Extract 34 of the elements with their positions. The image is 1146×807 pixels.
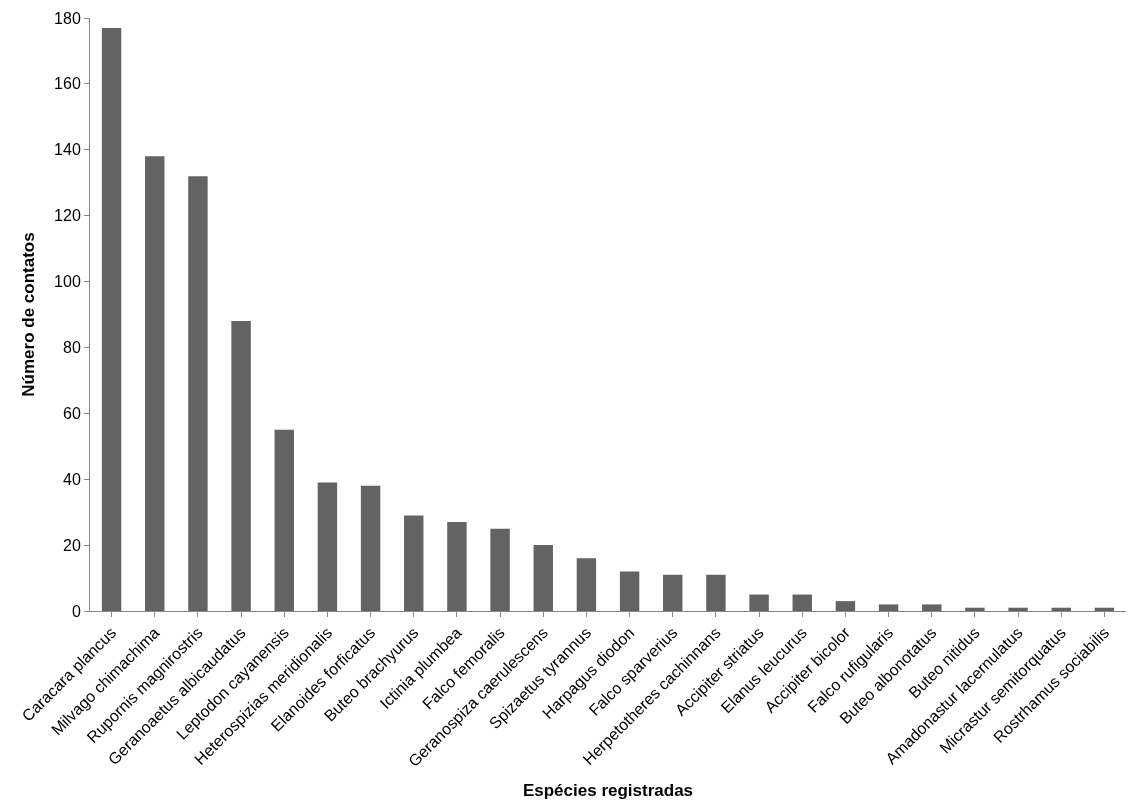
bar [576, 558, 597, 611]
bar [619, 571, 640, 611]
bar [317, 482, 338, 611]
y-tick-label: 80 [63, 339, 81, 357]
bar [749, 594, 769, 611]
bar [878, 604, 899, 611]
bar [922, 604, 942, 611]
y-tick-label: 40 [63, 470, 81, 488]
y-axis-title: Número de contatos [18, 232, 38, 397]
y-tick-label: 0 [71, 602, 81, 620]
y-tick-label: 160 [54, 75, 81, 93]
bar [1008, 607, 1028, 611]
bar [145, 156, 165, 611]
y-tick-label: 20 [63, 536, 81, 554]
y-tick-label: 60 [63, 404, 81, 422]
y-tick-label: 120 [54, 207, 81, 225]
x-axis-title: Espécies registradas [522, 781, 694, 801]
bar [663, 574, 683, 611]
bar [533, 545, 553, 611]
bar [835, 601, 856, 611]
bar [101, 27, 122, 611]
bar [447, 522, 467, 611]
bar [792, 594, 812, 611]
y-tick-label: 100 [54, 273, 81, 291]
bar [360, 485, 381, 611]
bar [274, 429, 294, 611]
bar [231, 321, 251, 611]
bar [706, 574, 726, 611]
bar [188, 176, 208, 611]
y-tick-label: 140 [54, 141, 81, 159]
y-tick-label: 180 [54, 9, 81, 27]
bar [965, 607, 985, 611]
bar [490, 528, 510, 611]
bar [404, 515, 424, 611]
